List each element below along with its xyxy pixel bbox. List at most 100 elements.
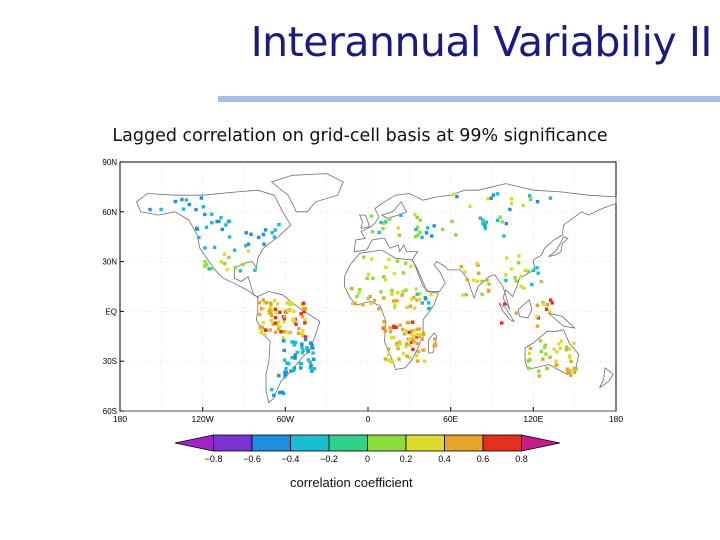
correlation-cell: [432, 344, 436, 348]
correlation-cell: [392, 299, 396, 303]
correlation-cell: [238, 269, 243, 273]
correlation-cell: [417, 327, 421, 331]
correlation-cell: [574, 367, 578, 371]
correlation-cell: [184, 198, 189, 202]
correlation-cell: [392, 272, 397, 276]
correlation-cell: [261, 306, 265, 311]
colorbar-tick-label: −0.4: [282, 454, 300, 464]
scandinavia-sea-outline: [380, 201, 408, 219]
correlation-cell: [566, 370, 570, 375]
correlation-cell: [279, 330, 283, 334]
colorbar-swatch: [290, 434, 330, 452]
correlation-cell: [509, 201, 514, 206]
madagascar-outline: [428, 332, 438, 354]
new-guinea-outline: [548, 312, 576, 329]
colorbar-caption: correlation coefficient: [290, 475, 413, 490]
correlation-cell: [299, 312, 303, 316]
correlation-cell: [267, 308, 271, 313]
correlation-cell: [389, 292, 394, 296]
correlation-cell: [308, 365, 313, 370]
correlation-cell: [355, 294, 359, 299]
correlation-cell: [392, 335, 396, 340]
correlation-cell: [429, 293, 433, 297]
correlation-cell: [407, 337, 412, 342]
correlation-cell: [300, 342, 304, 346]
correlation-cell: [555, 363, 559, 367]
correlation-cell: [199, 196, 203, 200]
correlation-cell: [293, 356, 297, 360]
correlation-cell: [275, 323, 280, 327]
correlation-cell: [301, 307, 305, 311]
longitude-axis: 180 120W 60W 0 60E 120E 180: [113, 407, 623, 424]
correlation-cell: [572, 341, 576, 345]
correlation-cell: [528, 358, 532, 362]
correlation-cell: [396, 346, 400, 351]
correlation-cell: [521, 203, 525, 208]
south-america-outline: [255, 291, 321, 404]
correlation-cell: [232, 248, 237, 252]
correlation-cell: [416, 359, 420, 363]
correlation-cell: [388, 217, 392, 221]
correlation-cell: [553, 364, 557, 368]
correlation-cell: [487, 282, 491, 286]
correlation-cell: [565, 367, 570, 371]
correlation-cell: [417, 297, 422, 302]
correlation-cell: [468, 204, 472, 208]
correlation-cell: [396, 291, 400, 295]
correlation-cell: [411, 320, 415, 324]
correlation-cell: [293, 340, 298, 344]
correlation-cell: [278, 390, 282, 395]
correlation-cell: [405, 321, 410, 325]
correlation-cell: [263, 333, 267, 337]
correlation-cell: [414, 287, 418, 291]
correlation-cell: [397, 357, 401, 361]
correlation-cell: [227, 235, 232, 239]
correlation-cell: [296, 331, 301, 335]
correlation-cell: [394, 342, 399, 346]
correlation-cell: [303, 337, 308, 342]
correlation-cell: [572, 370, 577, 374]
correlation-cell: [485, 278, 489, 282]
correlation-cell: [381, 226, 385, 231]
correlation-cell: [361, 302, 365, 307]
correlation-cell: [306, 349, 310, 354]
correlation-cell: [289, 369, 293, 373]
correlation-cell: [386, 352, 391, 357]
colorbar-swatch: [251, 434, 291, 452]
colorbar-tick-label: 0.8: [515, 454, 528, 464]
correlation-cell: [519, 274, 523, 279]
correlation-cell: [402, 332, 407, 336]
lon-tick-label: 60E: [443, 414, 458, 424]
correlation-cell: [538, 339, 543, 343]
correlation-cell: [498, 215, 502, 219]
correlation-cell: [379, 290, 383, 294]
correlation-cell: [517, 254, 521, 258]
correlation-cell: [537, 374, 541, 378]
correlation-cell: [480, 292, 484, 296]
correlation-cell: [403, 329, 408, 333]
correlation-cell: [282, 314, 287, 319]
correlation-cell: [263, 328, 268, 332]
correlation-cell: [272, 235, 277, 239]
correlation-cell: [220, 227, 224, 232]
correlation-cell: [282, 348, 286, 353]
correlation-cell: [535, 200, 540, 204]
correlation-cell: [415, 335, 419, 339]
correlation-cell: [277, 222, 281, 227]
correlation-cell: [383, 329, 387, 333]
correlation-cell: [371, 276, 375, 280]
correlation-cell: [244, 244, 248, 248]
correlation-cell: [427, 301, 431, 305]
correlation-cell: [290, 356, 294, 360]
correlation-cell: [548, 196, 553, 200]
correlation-cell: [210, 221, 214, 225]
correlation-cell: [404, 345, 408, 349]
correlation-cell: [312, 367, 317, 371]
correlation-cell: [377, 307, 381, 311]
correlation-cell: [387, 257, 391, 262]
correlation-cell: [542, 345, 547, 350]
correlation-cell: [299, 366, 303, 370]
correlation-cell: [246, 242, 251, 246]
lon-tick-label: 60W: [277, 414, 294, 424]
correlation-cell: [377, 230, 381, 235]
